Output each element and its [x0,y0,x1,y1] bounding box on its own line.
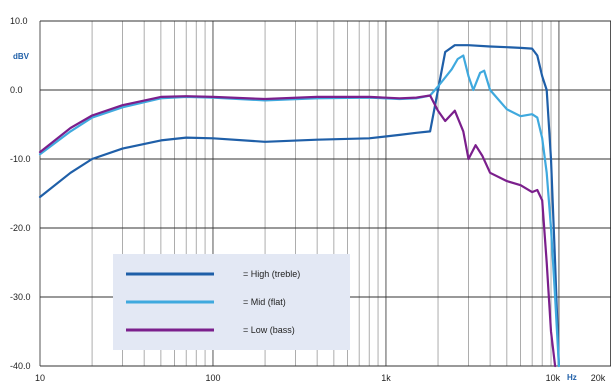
x-tick-label: 10k [546,373,561,381]
y-tick-label: -20.0 [10,223,31,233]
legend-label: = Mid (flat) [243,297,286,307]
x-tick-label: 1k [381,373,391,381]
series-line [38,94,557,368]
legend-label: = High (treble) [243,269,300,279]
y-axis-ticks: 10.0 0.0 -10.0 -20.0 -30.0 -40.0 [10,16,31,371]
series-line [38,44,560,368]
legend-label: = Low (bass) [243,325,295,335]
series-lines [38,44,560,368]
x-tick-label: 20k [591,373,606,381]
x-axis-unit-label: Hz [567,373,577,381]
x-tick-label: 100 [205,373,220,381]
y-tick-label: -40.0 [10,361,31,371]
x-tick-label: 10 [35,373,45,381]
y-tick-label: -30.0 [10,292,31,302]
x-axis-ticks: 10 100 1k 10k 20k [35,373,606,381]
y-tick-label: 0.0 [10,85,23,95]
y-tick-label: -10.0 [10,154,31,164]
y-axis-label: dBV [13,52,30,61]
legend: = High (treble) = Mid (flat) = Low (bass) [113,254,350,350]
y-tick-label: 10.0 [10,16,28,26]
